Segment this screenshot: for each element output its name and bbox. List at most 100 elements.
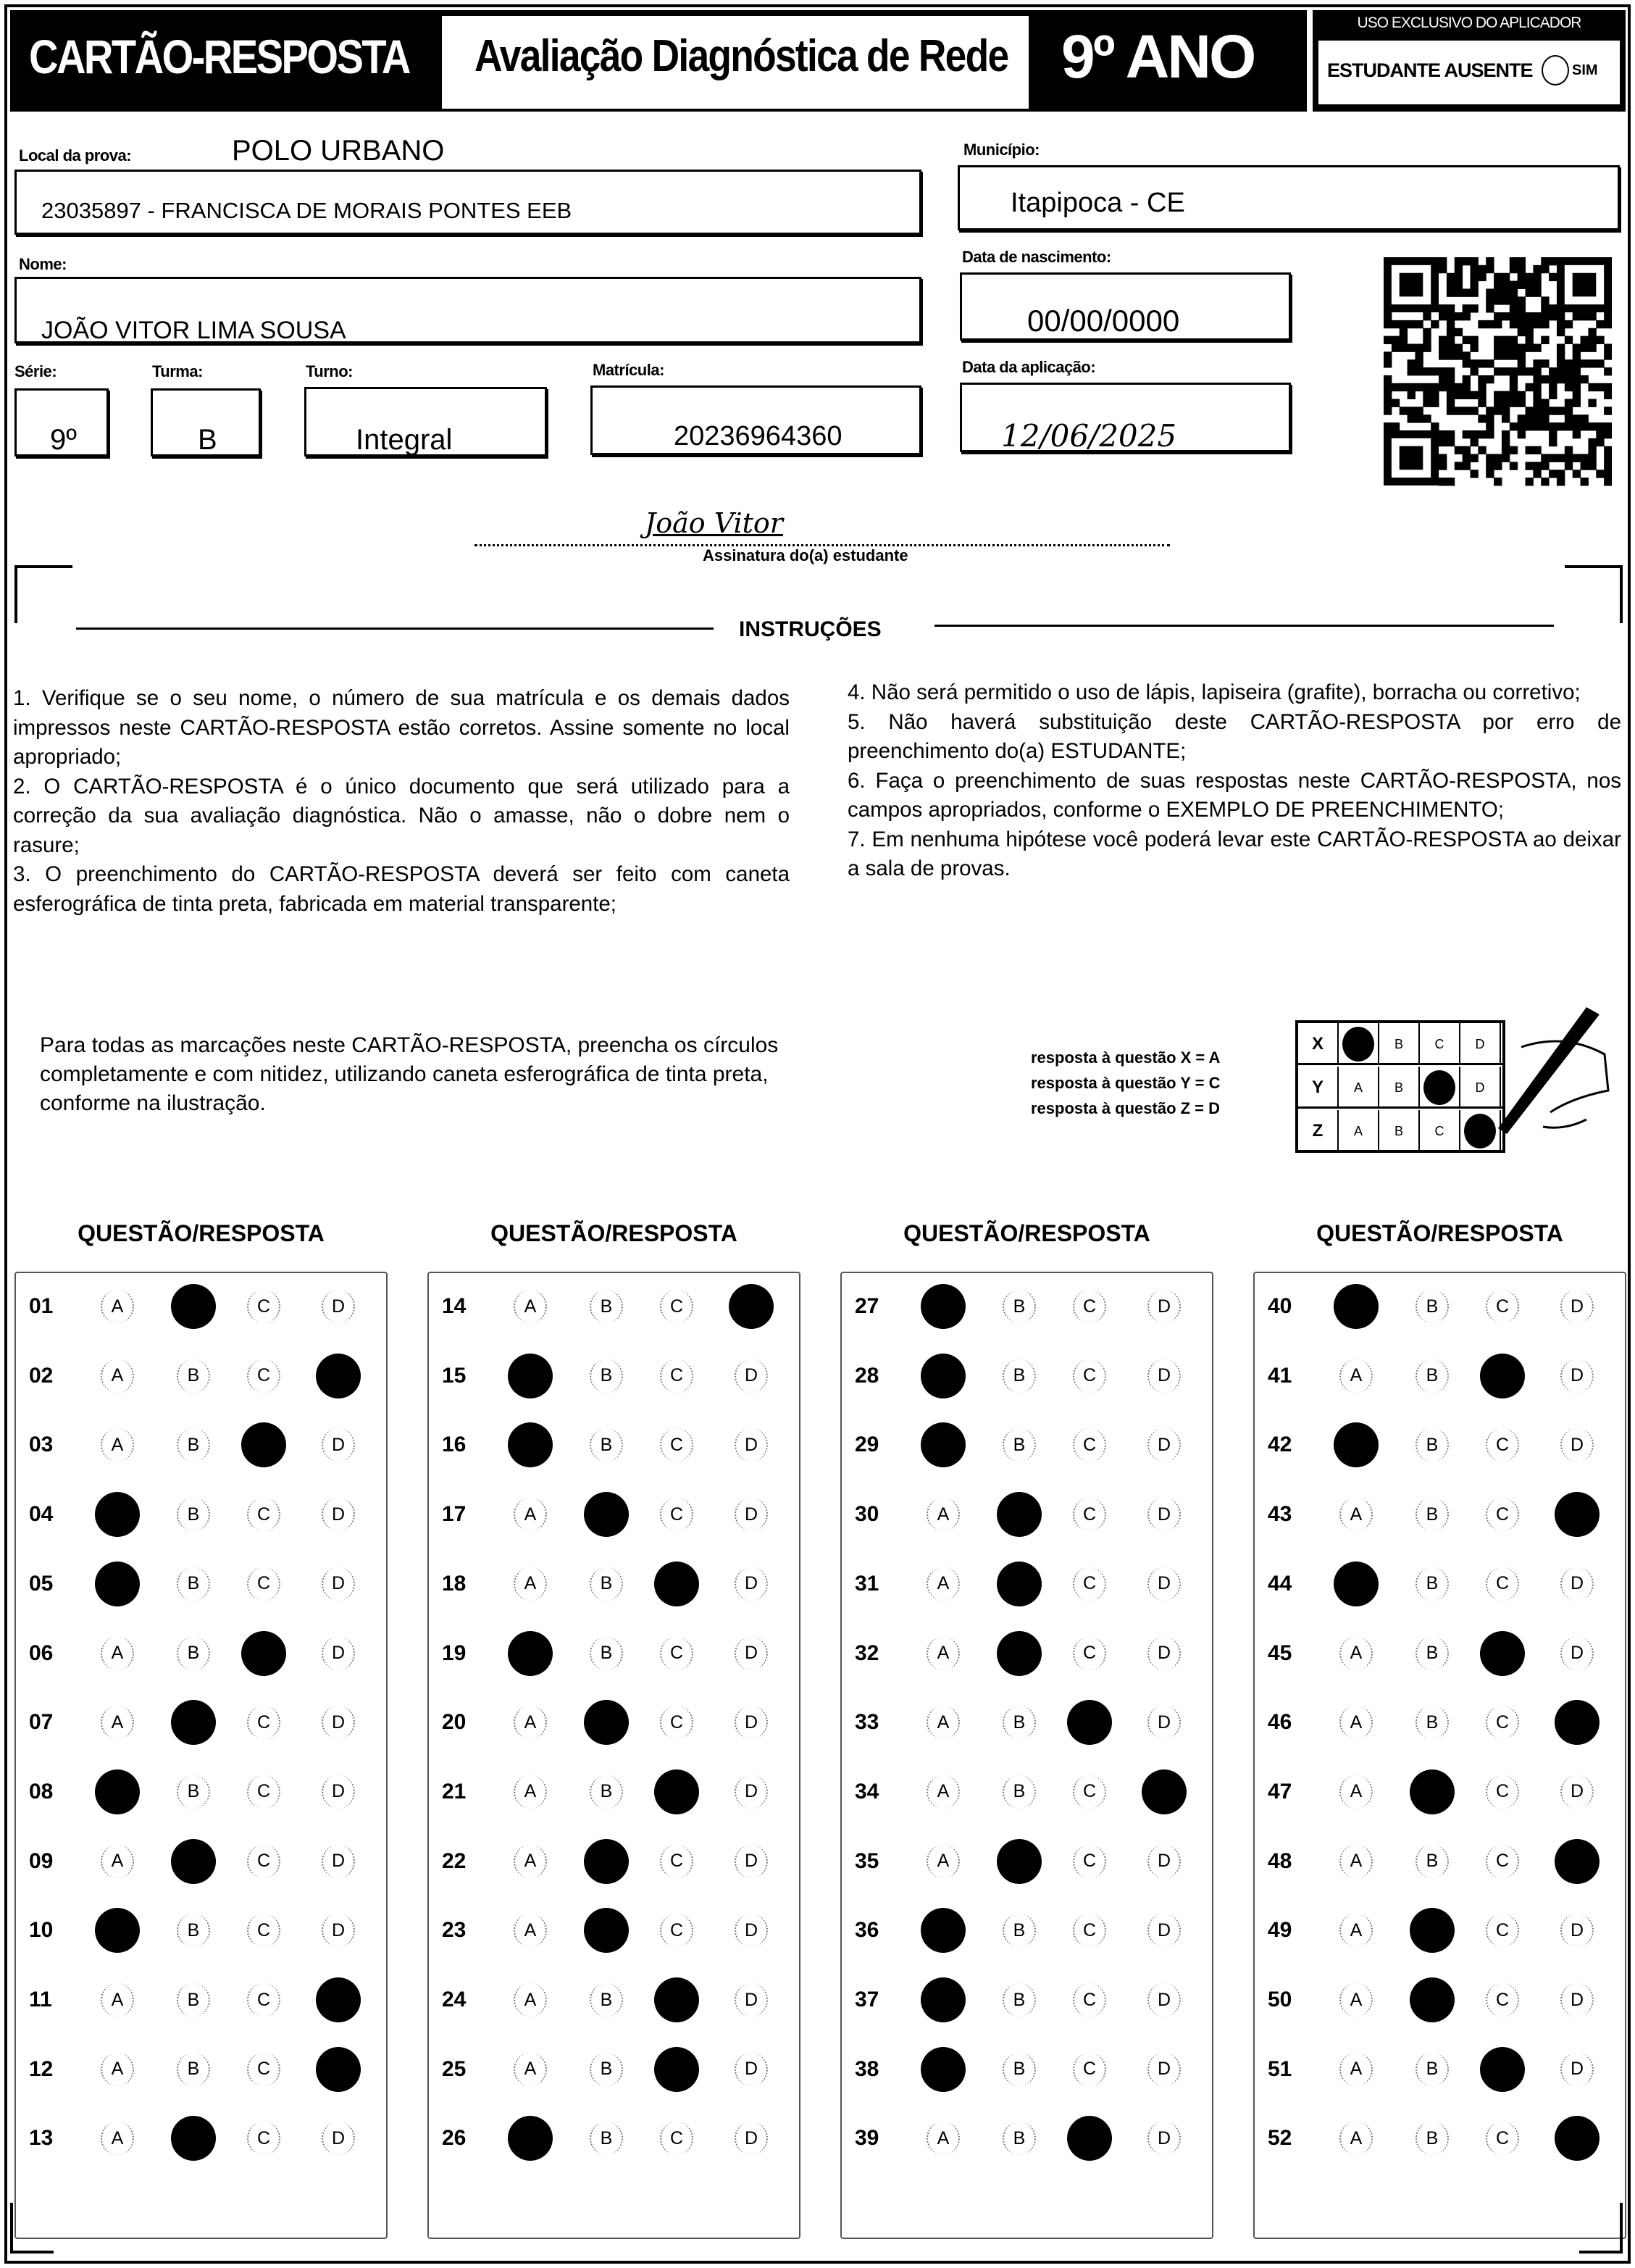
bubble-22-a[interactable]: A [514,1844,547,1878]
bubble-22-b[interactable] [584,1838,629,1884]
bubble-36-a[interactable] [921,1908,966,1954]
bubble-32-a[interactable]: A [927,1636,960,1670]
bubble-15-d[interactable]: D [735,1359,768,1393]
bubble-42-c[interactable]: C [1486,1428,1519,1462]
bubble-44-d[interactable]: D [1560,1567,1594,1601]
bubble-03-d[interactable]: D [322,1428,355,1462]
bubble-37-c[interactable]: C [1073,1983,1106,2017]
bubble-37-d[interactable]: D [1147,1983,1181,2017]
bubble-07-a[interactable]: A [101,1706,134,1740]
bubble-26-b[interactable]: B [590,2122,623,2156]
bubble-20-b[interactable] [584,1700,629,1746]
bubble-22-d[interactable]: D [735,1844,768,1878]
bubble-47-d[interactable]: D [1560,1775,1594,1809]
bubble-24-b[interactable]: B [590,1983,623,2017]
bubble-16-c[interactable]: C [660,1428,693,1462]
bubble-27-b[interactable]: B [1003,1290,1036,1323]
bubble-19-c[interactable]: C [660,1636,693,1670]
bubble-39-a[interactable]: A [927,2122,960,2156]
bubble-33-b[interactable]: B [1003,1706,1036,1740]
bubble-08-d[interactable]: D [322,1775,355,1809]
bubble-06-a[interactable]: A [101,1636,134,1670]
bubble-32-d[interactable]: D [1147,1636,1181,1670]
bubble-50-b[interactable] [1410,1977,1455,2022]
bubble-07-b[interactable] [171,1700,216,1746]
bubble-42-d[interactable]: D [1560,1428,1594,1462]
bubble-18-d[interactable]: D [735,1567,768,1601]
bubble-01-a[interactable]: A [101,1290,134,1323]
bubble-18-b[interactable]: B [590,1567,623,1601]
bubble-43-d[interactable] [1555,1492,1600,1538]
bubble-23-c[interactable]: C [660,1914,693,1948]
bubble-46-d[interactable] [1555,1700,1600,1746]
bubble-44-a[interactable] [1334,1561,1379,1606]
bubble-30-a[interactable]: A [927,1498,960,1532]
bubble-47-a[interactable]: A [1339,1775,1373,1809]
bubble-29-d[interactable]: D [1147,1428,1181,1462]
bubble-22-c[interactable]: C [660,1844,693,1878]
bubble-14-c[interactable]: C [660,1290,693,1323]
bubble-04-b[interactable]: B [177,1498,210,1532]
bubble-25-a[interactable]: A [514,2052,547,2086]
bubble-50-a[interactable]: A [1339,1983,1373,2017]
bubble-31-a[interactable]: A [927,1567,960,1601]
bubble-10-d[interactable]: D [322,1914,355,1948]
bubble-51-d[interactable]: D [1560,2052,1594,2086]
absent-bubble[interactable] [1542,55,1569,86]
bubble-46-b[interactable]: B [1416,1706,1449,1740]
bubble-04-d[interactable]: D [322,1498,355,1532]
bubble-23-a[interactable]: A [514,1914,547,1948]
bubble-09-c[interactable]: C [247,1844,280,1878]
bubble-13-b[interactable] [171,2116,216,2161]
bubble-11-c[interactable]: C [247,1983,280,2017]
bubble-38-d[interactable]: D [1147,2052,1181,2086]
bubble-35-c[interactable]: C [1073,1844,1106,1878]
bubble-20-a[interactable]: A [514,1706,547,1740]
bubble-14-d[interactable] [729,1284,774,1329]
bubble-21-d[interactable]: D [735,1775,768,1809]
bubble-43-a[interactable]: A [1339,1498,1373,1532]
bubble-24-c[interactable] [654,1977,699,2022]
bubble-09-a[interactable]: A [101,1844,134,1878]
bubble-42-a[interactable] [1334,1422,1379,1468]
bubble-02-d[interactable] [316,1353,361,1398]
bubble-26-d[interactable]: D [735,2122,768,2156]
bubble-45-c[interactable] [1480,1630,1525,1676]
bubble-01-b[interactable] [171,1284,216,1329]
bubble-16-d[interactable]: D [735,1428,768,1462]
bubble-23-b[interactable] [584,1908,629,1954]
bubble-46-a[interactable]: A [1339,1706,1373,1740]
bubble-16-a[interactable] [508,1422,553,1468]
bubble-01-c[interactable]: C [247,1290,280,1323]
bubble-24-d[interactable]: D [735,1983,768,2017]
bubble-46-c[interactable]: C [1486,1706,1519,1740]
bubble-04-a[interactable] [95,1492,140,1538]
bubble-12-c[interactable]: C [247,2052,280,2086]
bubble-21-b[interactable]: B [590,1775,623,1809]
bubble-47-c[interactable]: C [1486,1775,1519,1809]
bubble-10-b[interactable]: B [177,1914,210,1948]
bubble-07-d[interactable]: D [322,1706,355,1740]
bubble-02-c[interactable]: C [247,1359,280,1393]
bubble-18-a[interactable]: A [514,1567,547,1601]
bubble-25-b[interactable]: B [590,2052,623,2086]
bubble-43-b[interactable]: B [1416,1498,1449,1532]
bubble-27-c[interactable]: C [1073,1290,1106,1323]
bubble-17-b[interactable] [584,1492,629,1538]
bubble-05-d[interactable]: D [322,1567,355,1601]
bubble-32-b[interactable] [997,1630,1042,1676]
bubble-26-c[interactable]: C [660,2122,693,2156]
bubble-03-c[interactable] [241,1422,286,1468]
bubble-37-a[interactable] [921,1977,966,2022]
bubble-39-d[interactable]: D [1147,2122,1181,2156]
bubble-34-c[interactable]: C [1073,1775,1106,1809]
bubble-34-d[interactable] [1142,1769,1187,1814]
bubble-06-d[interactable]: D [322,1636,355,1670]
bubble-25-c[interactable] [654,2046,699,2092]
bubble-19-b[interactable]: B [590,1636,623,1670]
bubble-10-a[interactable] [95,1908,140,1954]
bubble-35-b[interactable] [997,1838,1042,1884]
bubble-23-d[interactable]: D [735,1914,768,1948]
bubble-14-a[interactable]: A [514,1290,547,1323]
bubble-05-a[interactable] [95,1561,140,1606]
